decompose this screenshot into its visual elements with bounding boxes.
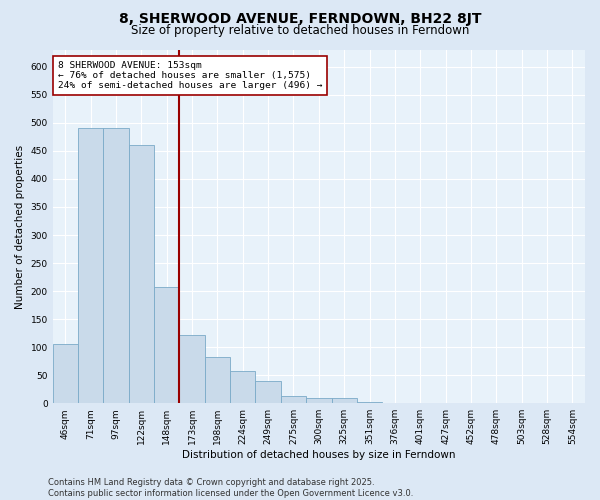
Bar (332, 398, 357, 403)
Bar (281, 396, 306, 403)
Bar (53, 344, 78, 403)
Text: Size of property relative to detached houses in Ferndown: Size of property relative to detached ho… (131, 24, 469, 37)
Bar (306, 398, 332, 403)
Bar (103, 128, 129, 403)
Y-axis label: Number of detached properties: Number of detached properties (15, 144, 25, 308)
Bar (154, 287, 179, 403)
Bar (129, 146, 154, 403)
Text: 8, SHERWOOD AVENUE, FERNDOWN, BH22 8JT: 8, SHERWOOD AVENUE, FERNDOWN, BH22 8JT (119, 12, 481, 26)
Bar (179, 335, 205, 403)
Bar (230, 372, 256, 403)
X-axis label: Distribution of detached houses by size in Ferndown: Distribution of detached houses by size … (182, 450, 455, 460)
Text: Contains HM Land Registry data © Crown copyright and database right 2025.
Contai: Contains HM Land Registry data © Crown c… (48, 478, 413, 498)
Bar (205, 357, 230, 403)
Bar (256, 381, 281, 403)
Text: 8 SHERWOOD AVENUE: 153sqm
← 76% of detached houses are smaller (1,575)
24% of se: 8 SHERWOOD AVENUE: 153sqm ← 76% of detac… (58, 60, 322, 90)
Bar (357, 402, 382, 403)
Bar (78, 128, 103, 403)
